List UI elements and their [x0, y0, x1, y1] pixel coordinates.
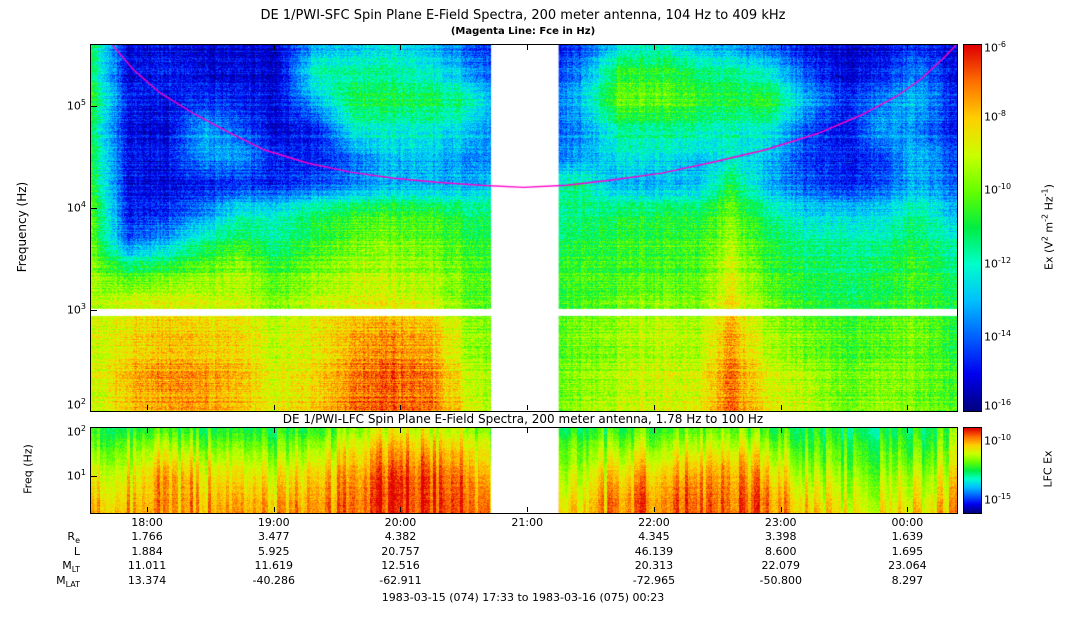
sfc-subtitle: (Magenta Line: Fce in Hz): [450, 26, 596, 37]
time-tick-label: 00:00: [891, 516, 924, 529]
colorbar-tick-label: 10-10: [984, 433, 1012, 448]
time-tick-label: 22:00: [638, 516, 670, 529]
ephemeris-value: -40.286: [252, 573, 295, 587]
y-tick-label: 104: [66, 200, 86, 215]
ephemeris-value: 11.011: [127, 559, 167, 572]
ephemeris-row-label: L: [73, 544, 80, 558]
time-tick-label: 18:00: [131, 516, 163, 529]
time-tick-label: 21:00: [511, 516, 544, 529]
lfc-colorbar-label: LFC Ex: [1041, 450, 1055, 488]
time-tick-label: 20:00: [384, 516, 417, 529]
ephemeris-value: -72.965: [632, 573, 676, 587]
lfc-spectrogram-canvas: [91, 428, 957, 513]
ephemeris-row-label: MLT: [62, 559, 80, 575]
ephemeris-value: 20.313: [634, 559, 674, 572]
ephemeris-value: 20.757: [381, 544, 420, 558]
ephemeris-value: 11.619: [254, 559, 294, 572]
sfc-panel: [90, 44, 958, 412]
lfc-y-axis-label: Freq (Hz): [21, 444, 35, 494]
ephemeris-value: 12.516: [381, 559, 420, 572]
ephemeris-value: 8.600: [764, 544, 797, 558]
sfc-colorbar: [963, 44, 982, 412]
ephemeris-value: 1.639: [891, 530, 924, 543]
time-range-footer: 1983-03-15 (074) 17:33 to 1983-03-16 (07…: [381, 591, 665, 604]
sfc-spectrogram-canvas: [91, 45, 957, 411]
ephemeris-value: 1.884: [131, 544, 163, 558]
sfc-colorbar-label: Ex (V2 m-2 Hz-1): [1040, 184, 1056, 270]
ephemeris-value: 3.398: [764, 530, 797, 543]
ephemeris-value: -62.911: [379, 573, 422, 587]
colorbar-tick-label: 10-12: [984, 255, 1012, 271]
ephemeris-value: 5.925: [258, 544, 290, 558]
ephemeris-row-label: MLAT: [56, 573, 80, 589]
ephemeris-value: -50.800: [759, 573, 802, 587]
ephemeris-value: 8.297: [891, 573, 924, 587]
ephemeris-value: 13.374: [127, 573, 167, 587]
colorbar-tick-label: 10-8: [984, 109, 1006, 124]
y-tick-label: 102: [66, 424, 86, 439]
colorbar-tick-label: 10-6: [984, 40, 1006, 55]
lfc-colorbar-canvas: [964, 428, 981, 513]
lfc-title: DE 1/PWI-LFC Spin Plane E-Field Spectra,…: [282, 412, 764, 426]
ephemeris-value: 3.477: [258, 530, 290, 543]
y-tick-label: 103: [66, 301, 86, 317]
lfc-panel: [90, 427, 958, 514]
time-tick-label: 23:00: [764, 516, 797, 529]
y-tick-label: 101: [66, 467, 86, 483]
y-tick-label: 105: [66, 98, 86, 113]
ephemeris-value: 46.139: [634, 544, 674, 558]
colorbar-tick-label: 10-15: [984, 492, 1012, 507]
sfc-y-axis-label: Frequency (Hz): [15, 181, 29, 273]
colorbar-tick-label: 10-10: [984, 182, 1012, 198]
ephemeris-value: 4.382: [384, 530, 417, 543]
ephemeris-value: 4.345: [638, 530, 670, 543]
y-tick-label: 102: [66, 397, 86, 412]
sfc-colorbar-canvas: [964, 45, 981, 411]
lfc-colorbar: [963, 427, 982, 514]
colorbar-tick-label: 10-14: [984, 328, 1012, 344]
ephemeris-value: 1.695: [891, 544, 924, 558]
ephemeris-value: 22.079: [761, 559, 800, 572]
time-tick-label: 19:00: [257, 516, 290, 529]
ephemeris-value: 1.766: [131, 530, 163, 543]
ephemeris-row-label: Re: [67, 530, 80, 546]
colorbar-tick-label: 10-16: [984, 398, 1012, 413]
sfc-title: DE 1/PWI-SFC Spin Plane E-Field Spectra,…: [260, 8, 786, 23]
ephemeris-value: 23.064: [888, 559, 927, 572]
